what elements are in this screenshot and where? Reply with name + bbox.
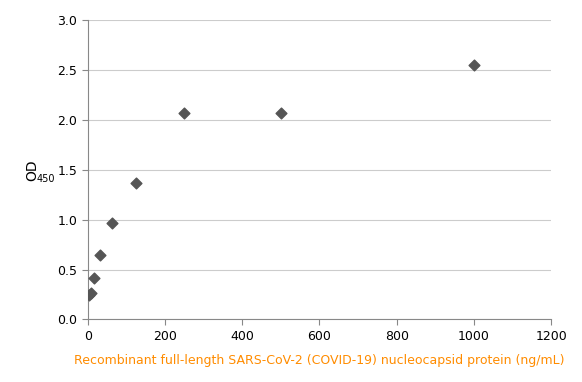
Point bbox=[132, 180, 141, 186]
Point bbox=[89, 275, 98, 281]
Text: 450: 450 bbox=[37, 174, 55, 184]
Point bbox=[180, 110, 189, 116]
Point bbox=[276, 110, 286, 116]
Text: OD: OD bbox=[25, 159, 39, 181]
Point bbox=[84, 291, 94, 298]
Point bbox=[469, 62, 478, 68]
Point bbox=[107, 220, 116, 226]
Point bbox=[95, 251, 105, 257]
X-axis label: Recombinant full-length SARS-CoV-2 (COVID-19) nucleocapsid protein (ng/mL): Recombinant full-length SARS-CoV-2 (COVI… bbox=[74, 354, 565, 367]
Point bbox=[86, 290, 95, 296]
